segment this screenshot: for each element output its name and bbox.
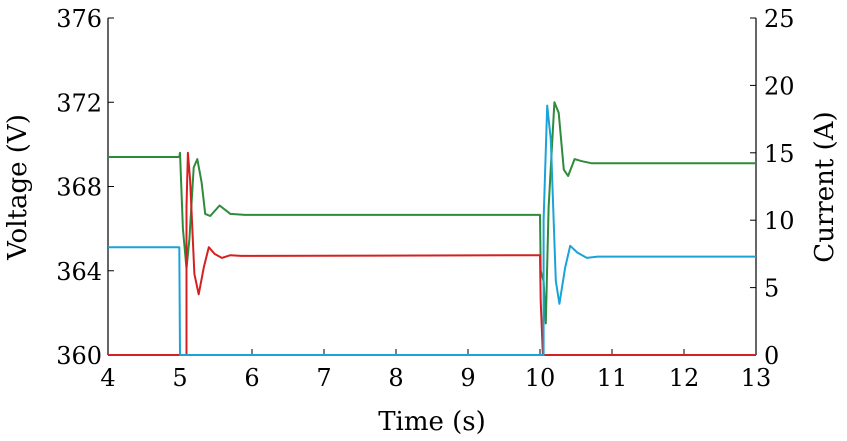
y-right-tick-label: 0 [764, 342, 779, 370]
series-layer [108, 101, 756, 356]
y-left-tick-label: 372 [56, 89, 102, 117]
x-tick-label: 5 [172, 364, 187, 392]
x-tick-label: 8 [388, 364, 403, 392]
y-left-tick-label: 368 [56, 174, 102, 202]
x-tick-label: 12 [669, 364, 700, 392]
x-tick-label: 4 [100, 364, 115, 392]
x-axis-title: Time (s) [378, 407, 486, 437]
y-right-tick-label: 10 [764, 207, 795, 235]
y-left-tick-label: 364 [56, 258, 102, 286]
x-tick-label: 10 [525, 364, 556, 392]
y-left-tick-label: 360 [56, 342, 102, 370]
y-right-tick-label: 20 [764, 72, 795, 100]
series-line-3 [108, 104, 756, 356]
series-line-1 [108, 101, 756, 325]
x-tick-label: 11 [597, 364, 628, 392]
y-axis-left-title: Voltage (V) [3, 114, 33, 261]
axis-ticks: 4 5 6 7 8 9 10 11 12 13 360 364 368 372 376 0 5 10 15 20 25 [56, 5, 794, 392]
x-tick-label: 13 [741, 364, 772, 392]
y-right-tick-label: 25 [764, 5, 795, 33]
y-right-tick-label: 15 [764, 140, 795, 168]
x-tick-label: 7 [316, 364, 331, 392]
x-tick-label: 9 [460, 364, 475, 392]
plot-axes [107, 18, 757, 356]
x-tick-label: 6 [244, 364, 259, 392]
series-line-2 [108, 151, 756, 356]
y-axis-right-title: Current (A) [810, 111, 840, 262]
y-left-tick-label: 376 [56, 5, 102, 33]
y-right-tick-label: 5 [764, 275, 779, 303]
